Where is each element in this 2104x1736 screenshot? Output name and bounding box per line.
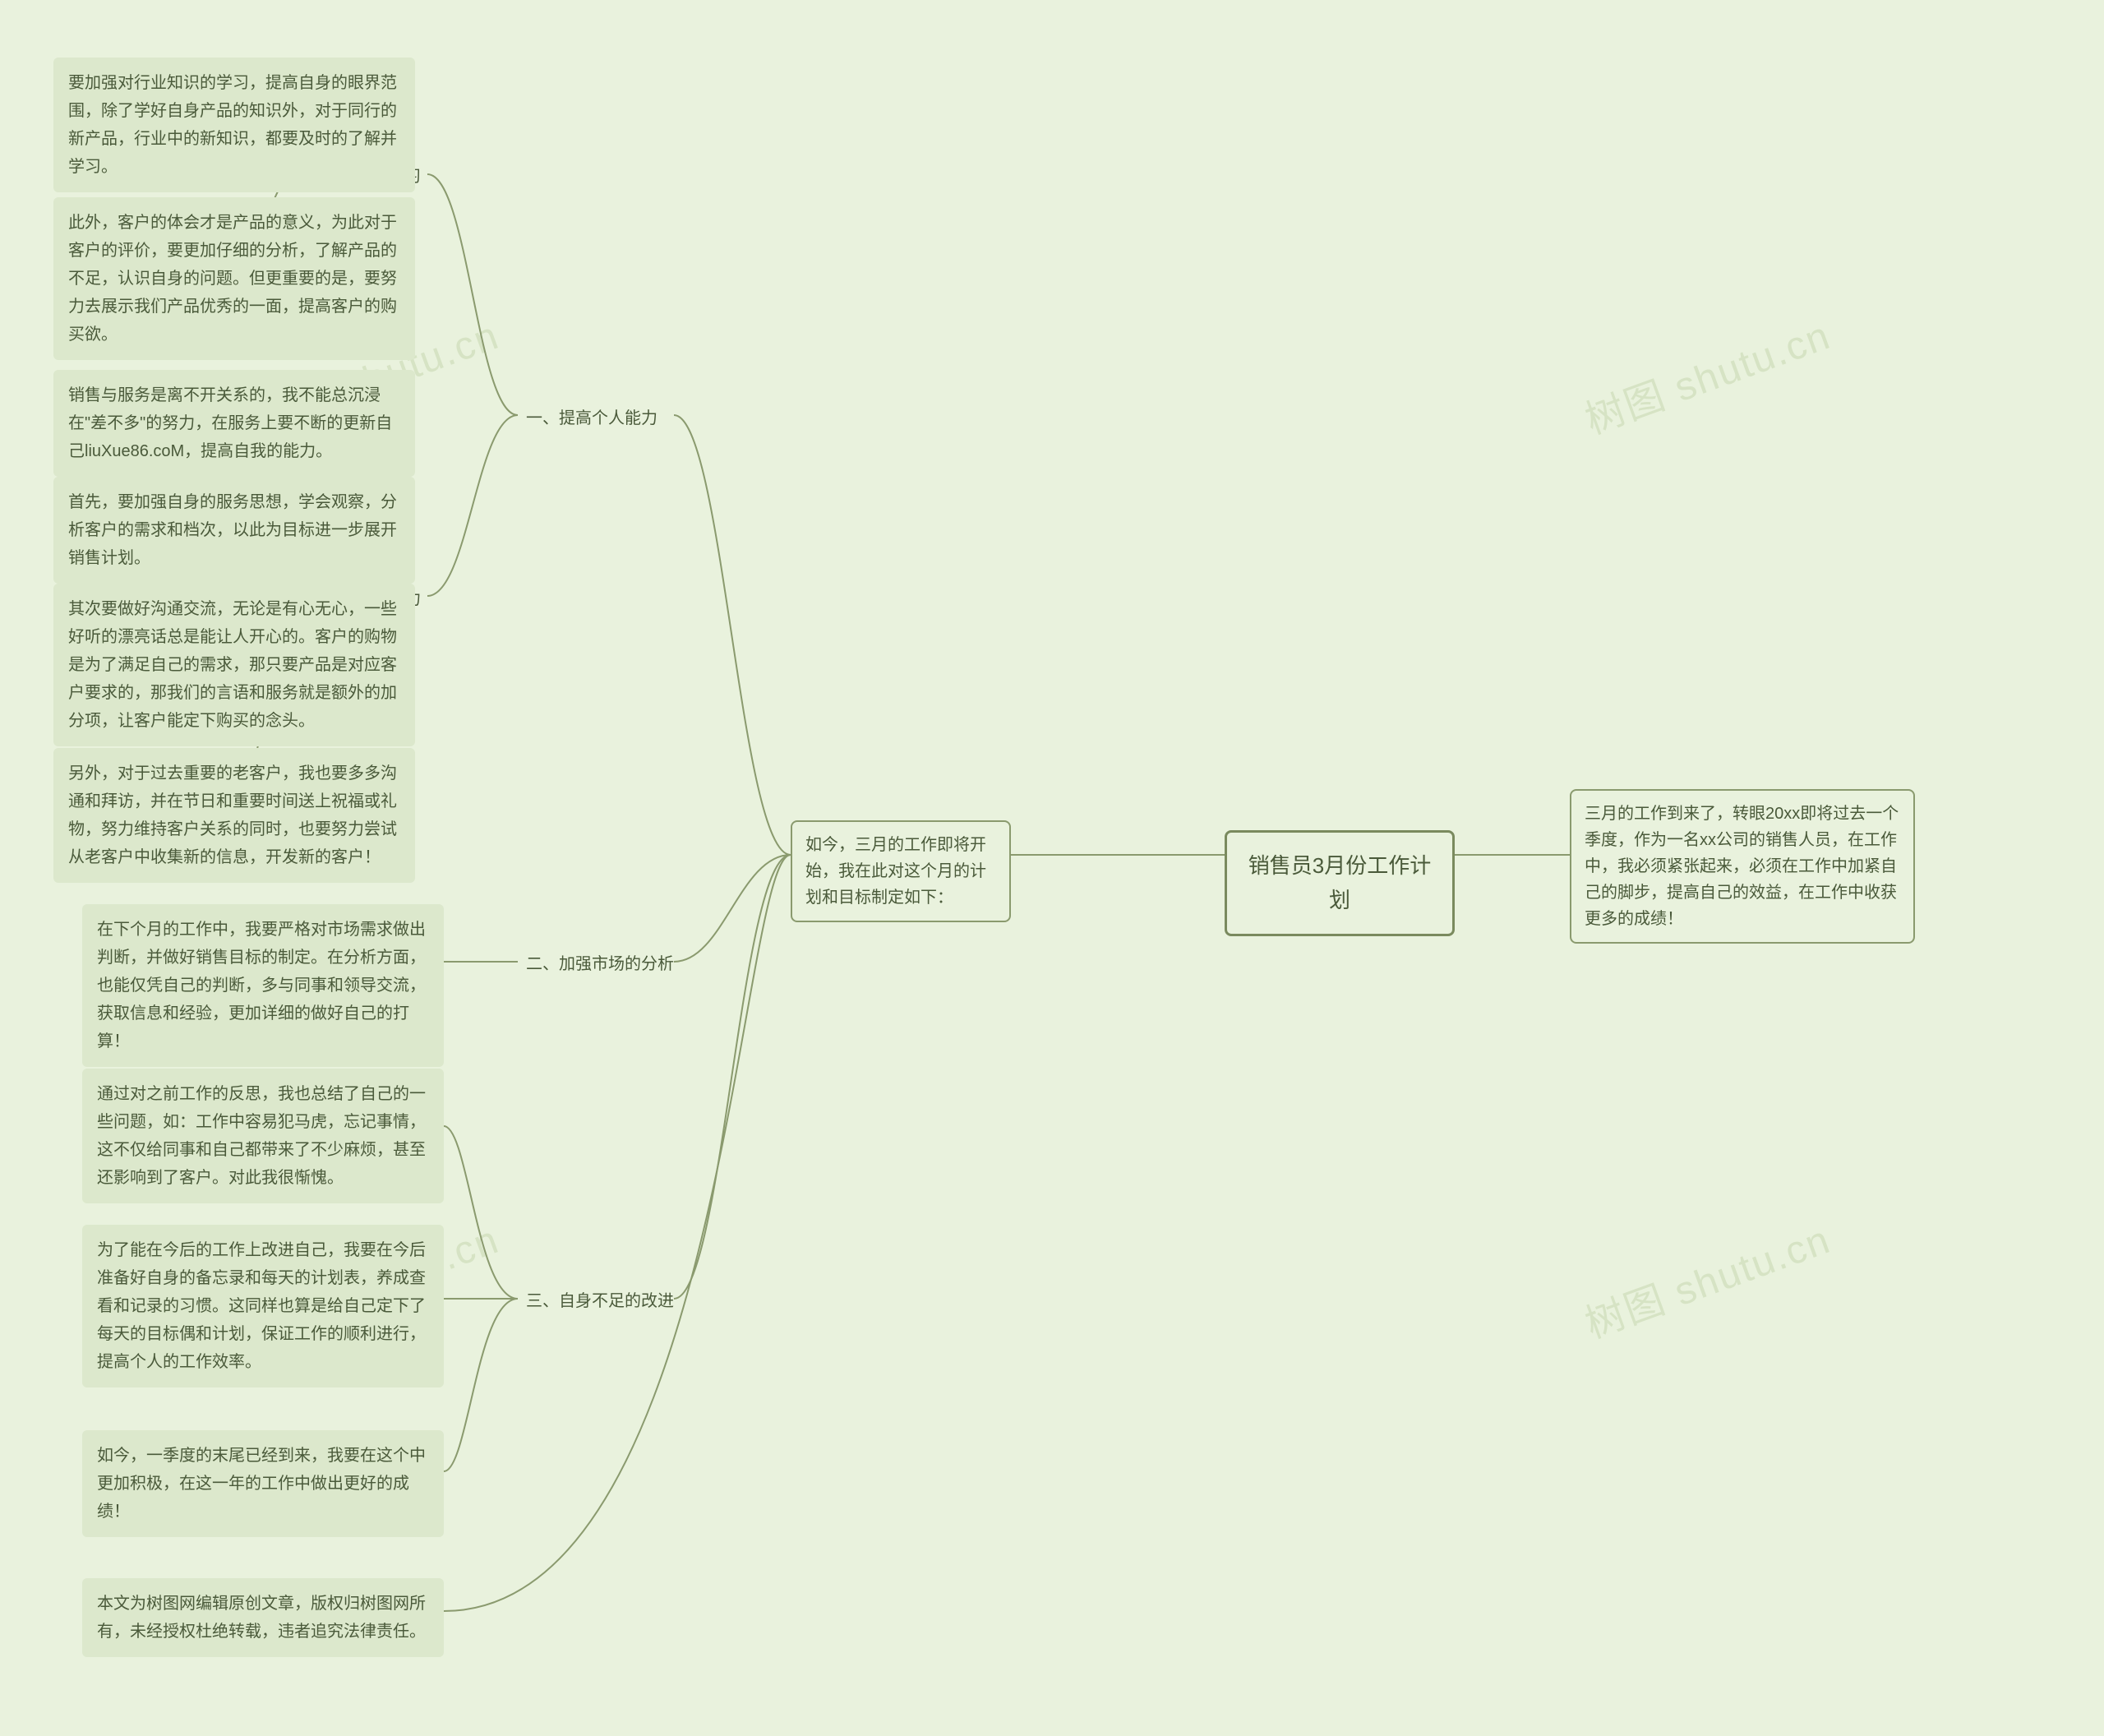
watermark: 树图 shutu.cn: [1576, 1207, 1837, 1350]
intro-text: 三月的工作到来了，转眼20xx即将过去一个季度，作为一名xx公司的销售人员，在工…: [1585, 805, 1899, 928]
leaf-5: 其次要做好沟通交流，无论是有心无心，一些好听的漂亮话总是能让人开心的。客户的购物…: [53, 584, 415, 746]
leaf-7: 在下个月的工作中，我要严格对市场需求做出判断，并做好销售目标的制定。在分析方面，…: [82, 904, 444, 1067]
leaf-3: 销售与服务是离不开关系的，我不能总沉浸在"差不多"的努力，在服务上要不断的更新自…: [53, 370, 415, 477]
leaf-9: 为了能在今后的工作上改进自己，我要在今后准备好自身的备忘录和每天的计划表，养成查…: [82, 1225, 444, 1387]
leaf-8: 通过对之前工作的反思，我也总结了自己的一些问题，如：工作中容易犯马虎，忘记事情，…: [82, 1069, 444, 1203]
hub-node: 如今，三月的工作即将开始，我在此对这个月的计划和目标制定如下：: [791, 820, 1011, 922]
root-title: 销售员3月份工作计划: [1248, 853, 1431, 912]
hub-text: 如今，三月的工作即将开始，我在此对这个月的计划和目标制定如下：: [805, 836, 986, 907]
watermark: 树图 shutu.cn: [1576, 303, 1837, 446]
leaf-11: 本文为树图网编辑原创文章，版权归树图网所有，未经授权杜绝转载，违者追究法律责任。: [82, 1578, 444, 1657]
leaf-2: 此外，客户的体会才是产品的意义，为此对于客户的评价，要更加仔细的分析，了解产品的…: [53, 197, 415, 360]
leaf-10: 如今，一季度的末尾已经到来，我要在这个中更加积极，在这一年的工作中做出更好的成绩…: [82, 1430, 444, 1537]
root-node: 销售员3月份工作计划: [1225, 830, 1455, 936]
intro-node: 三月的工作到来了，转眼20xx即将过去一个季度，作为一名xx公司的销售人员，在工…: [1570, 789, 1915, 944]
leaf-6: 另外，对于过去重要的老客户，我也要多多沟通和拜访，并在节日和重要时间送上祝福或礼…: [53, 748, 415, 883]
branch-3: 三、自身不足的改进: [526, 1287, 674, 1311]
branch-2: 二、加强市场的分析: [526, 950, 674, 974]
branch-1: 一、提高个人能力: [526, 404, 658, 428]
leaf-4: 首先，要加强自身的服务思想，学会观察，分析客户的需求和档次，以此为目标进一步展开…: [53, 477, 415, 584]
leaf-1: 要加强对行业知识的学习，提高自身的眼界范围，除了学好自身产品的知识外，对于同行的…: [53, 58, 415, 192]
